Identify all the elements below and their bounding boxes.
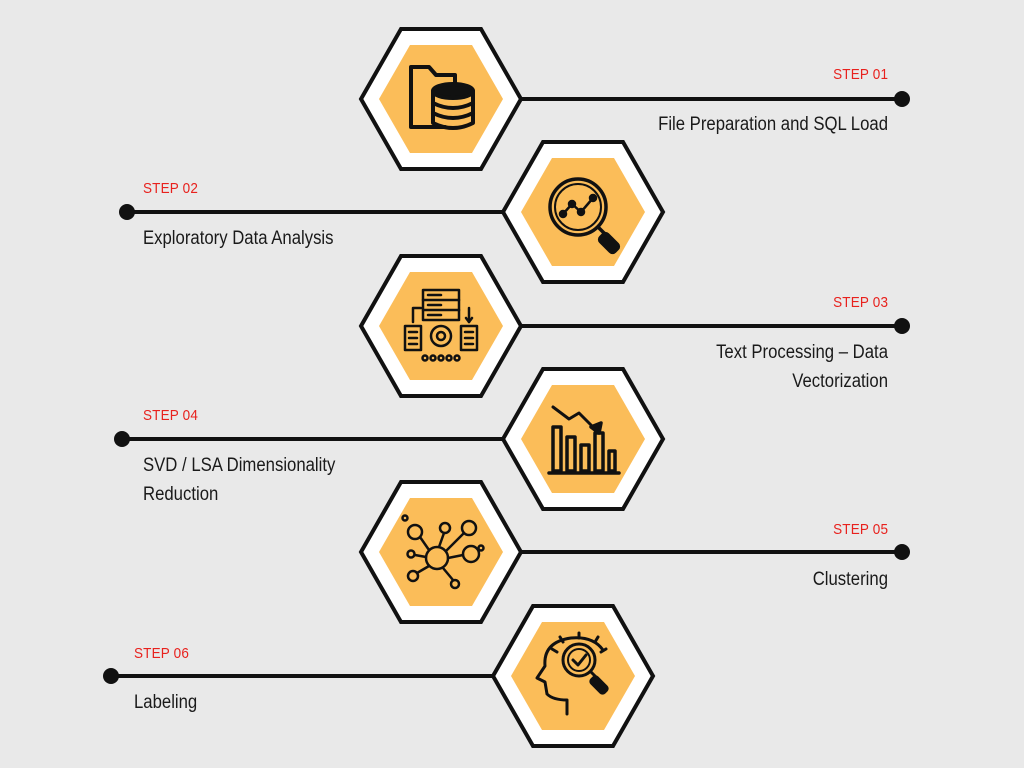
declining-bar-chart-icon [547, 405, 621, 475]
step-03-title: Text Processing – Data Vectorization [716, 342, 888, 392]
cluster-network-icon [401, 514, 485, 590]
hexagon-step-04 [500, 367, 666, 511]
step-04-title: SVD / LSA Dimensionality Reduction [143, 455, 336, 505]
step-01-title: File Preparation and SQL Load [658, 114, 888, 135]
step-02-label: STEP 02 [143, 180, 199, 197]
head-magnifier-icon [535, 631, 609, 716]
connector-2 [119, 204, 505, 220]
folder-database-icon [409, 65, 475, 130]
step-05-title: Clustering [812, 569, 888, 590]
connector-4 [114, 431, 505, 447]
connector-3 [520, 318, 910, 334]
connector-6 [103, 668, 497, 684]
step-06-title: Labeling [134, 692, 198, 713]
step-05-label: STEP 05 [832, 521, 888, 538]
step-06-label: STEP 06 [134, 645, 190, 662]
hexagon-step-05 [358, 480, 524, 624]
step-01-label: STEP 01 [832, 66, 888, 83]
hexagon-step-01 [358, 27, 524, 171]
step-02-title: Exploratory Data Analysis [143, 228, 334, 249]
connector-1 [520, 91, 910, 107]
data-processing-icon [403, 288, 479, 362]
connector-5 [520, 544, 910, 560]
step-04-label: STEP 04 [143, 407, 199, 424]
step-03-label: STEP 03 [832, 294, 888, 311]
magnifier-chart-icon [548, 177, 621, 255]
